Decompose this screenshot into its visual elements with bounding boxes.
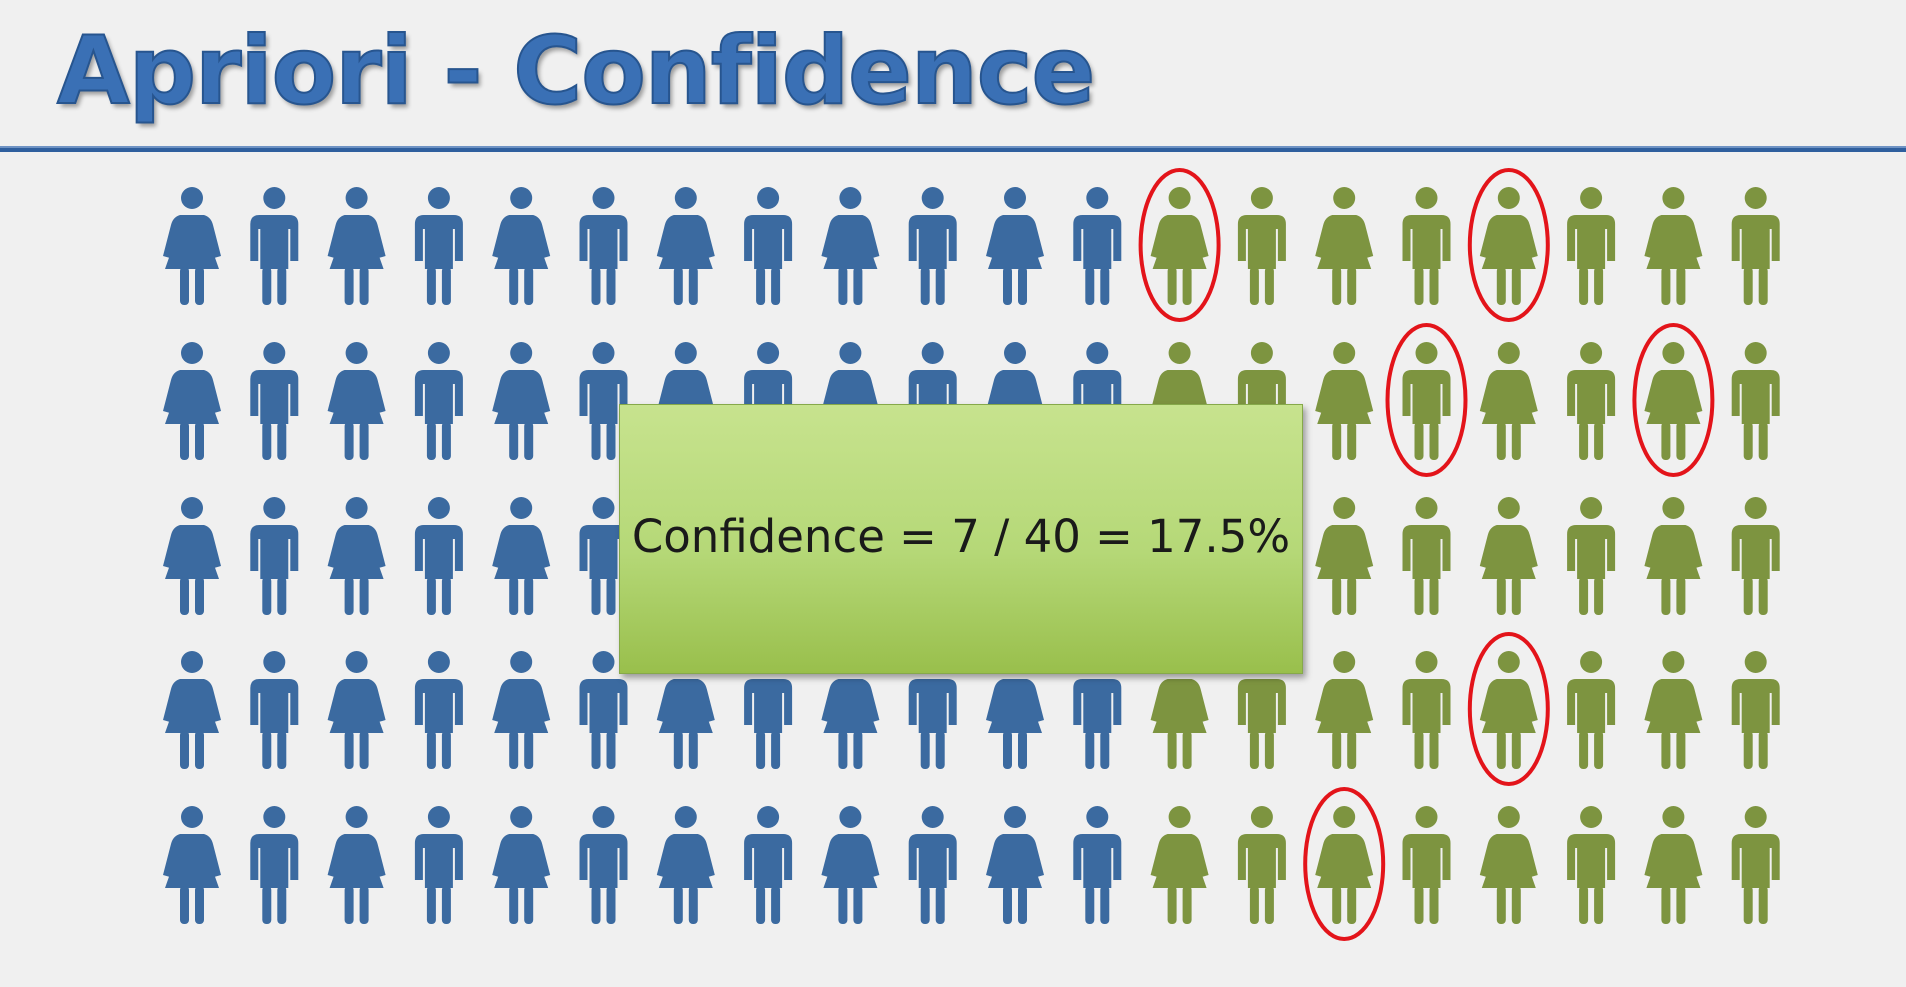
highlight-ring [1303, 787, 1386, 941]
female-person-icon [492, 651, 551, 769]
female-person-icon [1479, 187, 1538, 305]
female-person-icon [327, 651, 386, 769]
male-person-icon [1731, 342, 1780, 460]
female-person-icon [656, 651, 715, 769]
female-person-icon [163, 651, 221, 769]
male-person-icon [414, 806, 463, 924]
confidence-formula: Confidence = 7 / 40 = 17.5% [631, 509, 1291, 563]
male-person-icon [1567, 651, 1616, 769]
male-person-icon [250, 651, 299, 769]
female-person-icon [1150, 187, 1209, 305]
male-person-icon [1073, 187, 1122, 305]
male-person-icon [1237, 806, 1286, 924]
female-person-icon [656, 187, 715, 305]
male-person-icon [250, 342, 299, 460]
female-person-icon [492, 342, 551, 460]
highlight-ring [1467, 168, 1550, 322]
male-person-icon [1731, 651, 1780, 769]
highlight-ring [1467, 632, 1550, 786]
male-person-icon [579, 806, 628, 924]
male-person-icon [1567, 342, 1616, 460]
female-person-icon [492, 497, 551, 615]
female-person-icon [163, 497, 221, 615]
male-person-icon [908, 806, 957, 924]
male-person-icon [1237, 187, 1286, 305]
male-person-icon [250, 806, 299, 924]
male-person-icon [250, 497, 299, 615]
male-person-icon [579, 187, 628, 305]
female-person-icon [1150, 806, 1209, 924]
female-person-icon [1479, 806, 1538, 924]
female-person-icon [656, 806, 715, 924]
highlight-ring [1632, 323, 1715, 477]
male-person-icon [1731, 187, 1780, 305]
female-person-icon [1644, 651, 1703, 769]
male-person-icon [579, 651, 628, 769]
male-person-icon [1402, 651, 1451, 769]
male-person-icon [1731, 497, 1780, 615]
male-person-icon [414, 342, 463, 460]
male-person-icon [1567, 497, 1616, 615]
female-person-icon [327, 187, 386, 305]
male-person-icon [1567, 806, 1616, 924]
female-person-icon [327, 497, 386, 615]
male-person-icon [1567, 187, 1616, 305]
male-person-icon [579, 342, 628, 460]
female-person-icon [163, 342, 221, 460]
male-person-icon [579, 497, 628, 615]
male-person-icon [744, 806, 793, 924]
confidence-callout: Confidence = 7 / 40 = 17.5% [619, 404, 1303, 674]
male-person-icon [908, 187, 957, 305]
highlight-ring [1385, 323, 1468, 477]
female-person-icon [327, 342, 386, 460]
female-person-icon [163, 187, 221, 305]
male-person-icon [250, 187, 299, 305]
male-person-icon [1731, 806, 1780, 924]
female-person-icon [1315, 187, 1374, 305]
female-person-icon [1479, 497, 1538, 615]
female-person-icon [1315, 806, 1374, 924]
female-person-icon [1644, 497, 1703, 615]
male-person-icon [414, 651, 463, 769]
female-person-icon [1479, 342, 1538, 460]
female-person-icon [1315, 497, 1374, 615]
female-person-icon [821, 806, 880, 924]
female-person-icon [163, 806, 221, 924]
male-person-icon [414, 497, 463, 615]
female-person-icon [1315, 651, 1374, 769]
male-person-icon [1402, 187, 1451, 305]
male-person-icon [1402, 342, 1451, 460]
female-person-icon [492, 187, 551, 305]
female-person-icon [1644, 806, 1703, 924]
female-person-icon [1479, 651, 1538, 769]
female-person-icon [1644, 342, 1703, 460]
slide-title: Apriori - Confidence [56, 16, 1096, 126]
female-person-icon [986, 806, 1044, 924]
female-person-icon [986, 187, 1044, 305]
male-person-icon [1402, 806, 1451, 924]
male-person-icon [1402, 497, 1451, 615]
male-person-icon [744, 187, 793, 305]
female-person-icon [492, 806, 551, 924]
male-person-icon [414, 187, 463, 305]
female-person-icon [1644, 187, 1703, 305]
female-person-icon [1315, 342, 1374, 460]
highlight-ring [1138, 168, 1221, 322]
male-person-icon [1073, 806, 1122, 924]
female-person-icon [821, 187, 880, 305]
title-divider [0, 146, 1906, 152]
female-person-icon [327, 806, 386, 924]
